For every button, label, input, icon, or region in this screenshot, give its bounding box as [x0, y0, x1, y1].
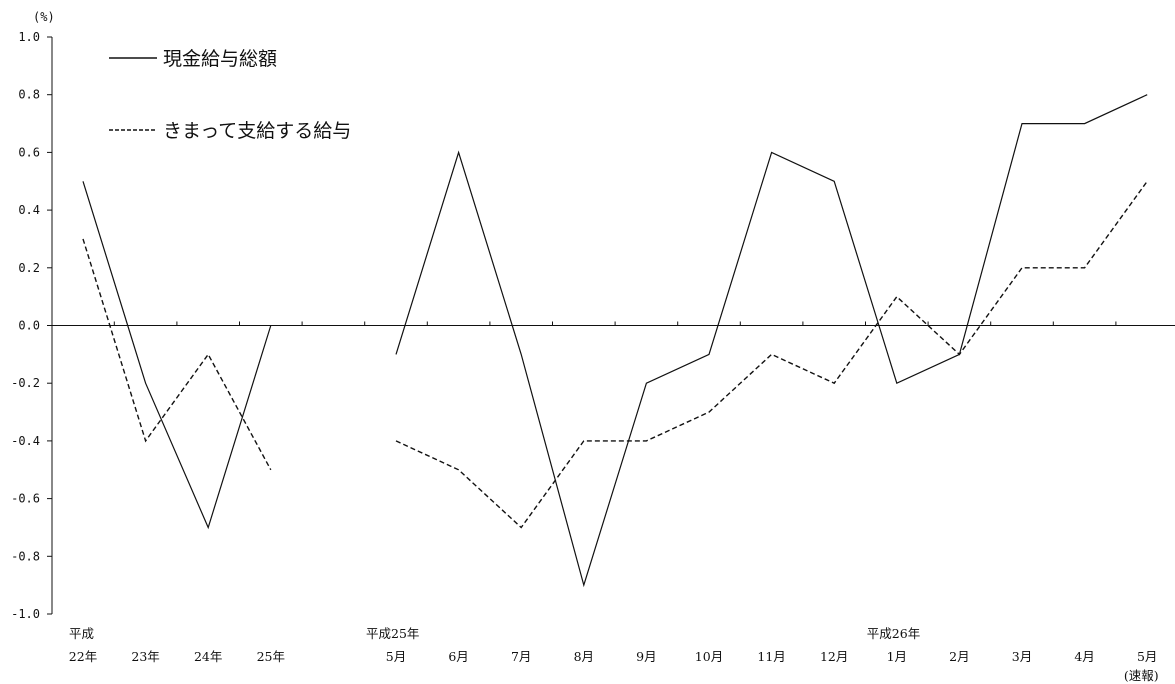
y-tick-label: -0.6	[11, 492, 40, 506]
x-category-label: 8月	[574, 649, 594, 664]
y-tick-label: 0.4	[18, 203, 40, 217]
x-category-label: 12月	[820, 649, 848, 664]
y-tick-label: 0.0	[18, 319, 40, 333]
x-category-label: 3月	[1012, 649, 1032, 664]
x-category-top-label: 平成	[69, 626, 94, 641]
x-category-label: 24年	[194, 649, 222, 664]
y-tick-label: 1.0	[18, 30, 40, 44]
x-category-label: 5月	[386, 649, 406, 664]
series-line-segment	[82, 238, 272, 471]
x-category-label: 6月	[448, 649, 468, 664]
series-layer	[82, 94, 1148, 588]
x-category-label: 11月	[757, 649, 785, 664]
y-tick-label: -0.2	[11, 376, 40, 390]
x-category-note: (速報)	[1124, 668, 1159, 683]
y-unit-label: (%)	[33, 10, 55, 24]
x-category-label: 9月	[636, 649, 656, 664]
axes: (%)	[33, 10, 1175, 614]
series-1	[82, 94, 1148, 588]
legend-label-2: きまって支給する給与	[163, 120, 351, 142]
x-category-label: 22年	[69, 649, 97, 664]
x-axis-ticks: 平成 22年 23年 24年 25年 平成25年 5月 6月 7月 8月 9月 10月 11月 12月 平成…	[69, 321, 1159, 683]
y-tick-label: -0.8	[11, 549, 40, 563]
y-tick-label: -0.4	[11, 434, 40, 448]
series-line-segment	[395, 180, 1148, 529]
x-category-label: 1月	[887, 649, 907, 664]
x-category-label: 25年	[257, 649, 285, 664]
x-category-top-label: 平成25年	[366, 626, 419, 641]
series-2	[82, 180, 1148, 529]
x-category-label: 2月	[949, 649, 969, 664]
y-axis-ticks: 1.0 0.8 0.6 0.4 0.2 0.0 -0.2 -0.4 -0.6 -0.8 -1.0	[11, 30, 52, 621]
x-category-label: 4月	[1074, 649, 1094, 664]
y-tick-label: -1.0	[11, 607, 40, 621]
y-tick-label: 0.6	[18, 145, 40, 159]
series-line-segment	[395, 94, 1148, 588]
y-tick-label: 0.2	[18, 261, 40, 275]
x-category-label: 23年	[131, 649, 159, 664]
x-category-label: 5月	[1137, 649, 1157, 664]
y-tick-label: 0.8	[18, 88, 40, 102]
series-line-segment	[82, 181, 272, 530]
legend-label-1: 現金給与総額	[163, 48, 277, 70]
x-category-label: 10月	[695, 649, 723, 664]
x-category-top-label: 平成26年	[867, 626, 920, 641]
x-category-label: 7月	[511, 649, 531, 664]
